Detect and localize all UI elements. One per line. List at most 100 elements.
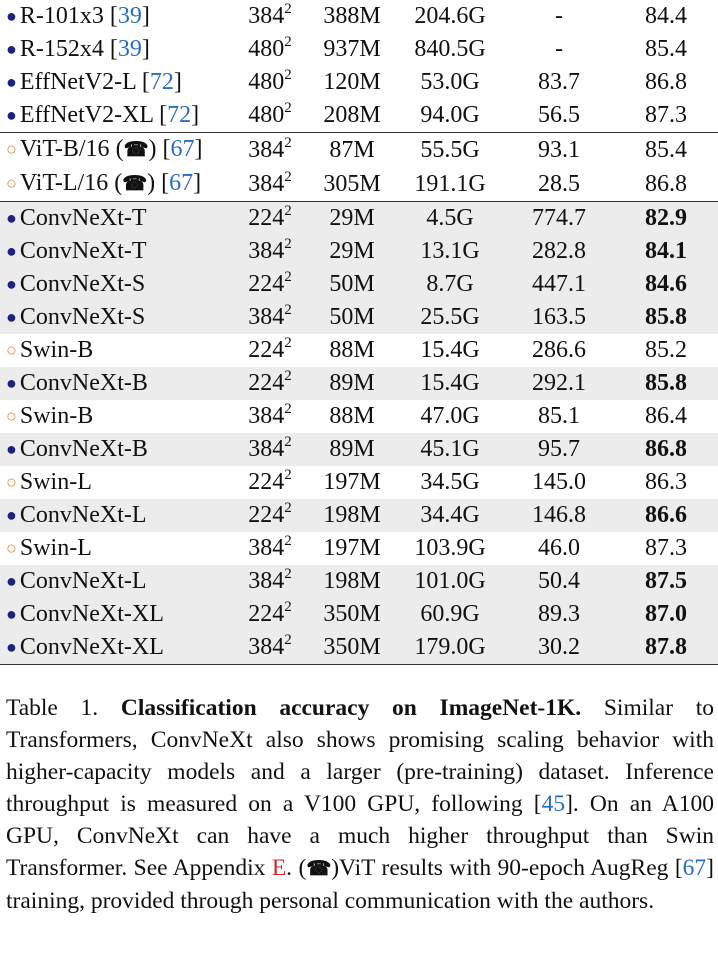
table-row: ● ConvNeXt-S 3842 50M 25.5G 163.5 85.8 (0, 301, 718, 334)
filled-circle-icon: ● (6, 373, 17, 393)
throughput-cell: - (555, 3, 563, 29)
flops-cell: 179.0G (396, 631, 504, 665)
params-cell: 350M (308, 631, 396, 665)
flops-cell: 25.5G (396, 301, 504, 334)
resolution-exponent: 2 (284, 401, 292, 417)
resolution-cell: 2242 (232, 367, 308, 400)
resolution-value: 384 (248, 3, 285, 29)
flops-cell: 45.1G (396, 433, 504, 466)
resolution-value: 384 (248, 535, 285, 561)
resolution-cell: 3842 (232, 400, 308, 433)
flops-cell: 8.7G (396, 268, 504, 301)
model-cell: ● R-101x3 [39] (0, 0, 232, 33)
flops-cell: 15.4G (396, 367, 504, 400)
resolution-cell: 3842 (232, 235, 308, 268)
citation-link[interactable]: 67 (169, 170, 194, 196)
accuracy-cell: 86.3 (645, 469, 687, 495)
table-row: ○ Swin-B 3842 88M 47.0G 85.1 86.4 (0, 400, 718, 433)
caption-text-4: )ViT results with 90-epoch AugReg [ (331, 855, 683, 881)
table-row: ● EffNetV2-XL [72] 4802 208M 94.0G 56.5 87.3 (0, 99, 718, 133)
flops-cell: 94.0G (420, 102, 480, 128)
accuracy-cell: 84.4 (645, 3, 687, 29)
resolution-value: 224 (248, 502, 285, 528)
results-table: ● R-101x3 [39] 3842 388M 204.6G -84.4 ● R-152x4… (0, 0, 718, 665)
model-name: ConvNeXt-S (19, 304, 146, 330)
params-cell: 388M (323, 3, 381, 29)
table-row: ● ConvNeXt-B 3842 89M 45.1G 95.7 86.8 (0, 433, 718, 466)
params-cell: 305M (323, 170, 381, 197)
table-row: ● ConvNeXt-T 3842 29M 13.1G 282.8 84.1 (0, 235, 718, 268)
filled-circle-icon: ● (6, 241, 17, 261)
accuracy-cell: 85.4 (614, 132, 718, 167)
accuracy-cell: 87.3 (645, 535, 687, 561)
throughput-cell: 46.0 (538, 535, 580, 561)
citation-link[interactable]: 72 (149, 69, 174, 95)
params-cell: 88M (329, 337, 375, 363)
resolution-cell: 2242 (232, 334, 308, 367)
resolution-exponent: 2 (284, 632, 292, 648)
table-row: ○ Swin-L 3842 197M 103.9G 46.0 87.3 (0, 532, 718, 565)
caption-citation-link[interactable]: 45 (541, 791, 566, 817)
resolution-exponent: 2 (284, 599, 292, 615)
citation-link[interactable]: 67 (170, 136, 195, 162)
params-cell: 198M (308, 565, 396, 598)
resolution-exponent: 2 (284, 168, 292, 185)
model-cell: ● ConvNeXt-L (0, 499, 232, 532)
params-cell: 89M (308, 433, 396, 466)
params-cell: 350M (308, 598, 396, 631)
throughput-cell: 447.1 (504, 268, 614, 301)
throughput-cell: 146.8 (504, 499, 614, 532)
filled-circle-icon: ● (6, 571, 17, 591)
model-cell: ○ Swin-L (0, 532, 232, 565)
model-name: Swin-L (19, 535, 92, 561)
accuracy-cell: 86.8 (645, 170, 687, 197)
citation-link[interactable]: 39 (117, 36, 142, 62)
appendix-link[interactable]: E (271, 855, 287, 881)
model-cell: ● ConvNeXt-S (0, 268, 232, 301)
resolution-value: 384 (248, 634, 285, 660)
citation-link[interactable]: 72 (167, 102, 192, 128)
flops-cell: 103.9G (414, 535, 486, 561)
params-cell: 937M (323, 36, 381, 62)
throughput-cell: 83.7 (538, 69, 580, 95)
filled-circle-icon: ● (6, 439, 17, 459)
accuracy-cell: 85.4 (645, 36, 687, 62)
filled-circle-icon: ● (6, 505, 17, 525)
params-cell: 29M (308, 235, 396, 268)
table-row: ● EffNetV2-L [72] 4802 120M 53.0G 83.7 86.8 (0, 66, 718, 99)
params-cell: 50M (308, 301, 396, 334)
resolution-exponent: 2 (284, 269, 292, 285)
resolution-value: 384 (248, 568, 285, 594)
resolution-exponent: 2 (284, 335, 292, 351)
params-cell: 208M (323, 102, 381, 128)
model-name: Swin-B (19, 403, 94, 429)
table-row: ● R-152x4 [39] 4802 937M 840.5G -85.4 (0, 33, 718, 66)
accuracy-cell: 84.6 (614, 268, 718, 301)
resolution-cell: 4802 (232, 99, 308, 133)
table-row: ○ Swin-L 2242 197M 34.5G 145.0 86.3 (0, 466, 718, 499)
caption-citation-link[interactable]: 67 (682, 855, 707, 881)
throughput-cell: - (555, 36, 563, 62)
resolution-cell: 3842 (232, 301, 308, 334)
resolution-exponent: 2 (284, 566, 292, 582)
params-cell: 29M (308, 201, 396, 235)
table-row: ● ConvNeXt-S 2242 50M 8.7G 447.1 84.6 (0, 268, 718, 301)
filled-circle-icon: ● (6, 6, 17, 26)
flops-cell: 101.0G (396, 565, 504, 598)
open-circle-icon: ○ (6, 538, 17, 558)
model-name: Swin-B (19, 337, 94, 363)
model-cell: ○ ViT-L/16 (☎) [67] (0, 167, 232, 202)
accuracy-cell: 86.6 (614, 499, 718, 532)
accuracy-cell: 84.1 (614, 235, 718, 268)
resolution-exponent: 2 (284, 134, 292, 151)
resolution-value: 224 (248, 469, 285, 495)
model-cell: ● EffNetV2-L [72] (0, 66, 232, 99)
citation-link[interactable]: 39 (117, 3, 142, 29)
table-row: ● ConvNeXt-T 2242 29M 4.5G 774.7 82.9 (0, 201, 718, 235)
resolution-exponent: 2 (284, 533, 292, 549)
model-name: ConvNeXt-T (19, 238, 147, 264)
open-circle-icon: ○ (6, 173, 17, 193)
model-name: Swin-L (19, 469, 92, 495)
filled-circle-icon: ● (6, 604, 17, 624)
model-name: R-152x4 (19, 36, 104, 62)
